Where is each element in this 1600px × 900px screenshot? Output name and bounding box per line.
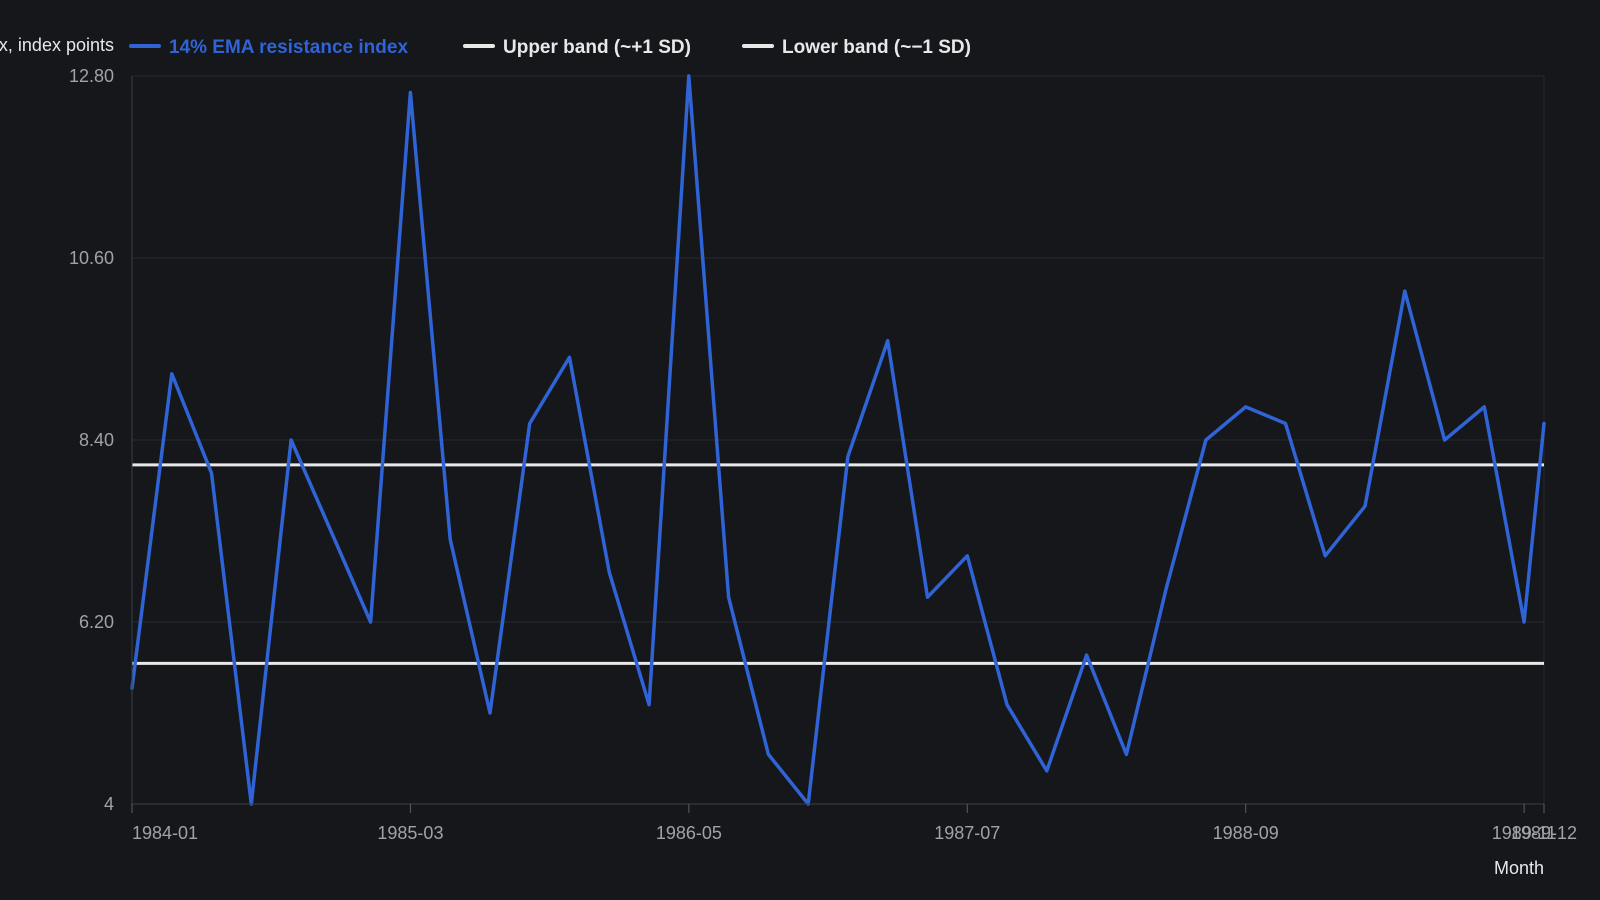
- legend-lower-band: Lower band (~−1 SD): [742, 37, 971, 58]
- legend: 14% EMA resistance index Upper band (~+1 …: [129, 37, 971, 58]
- y-tick-label: 12.80: [69, 66, 114, 86]
- legend-label: 14% EMA resistance index: [169, 37, 408, 58]
- legend-label: Upper band (~+1 SD): [503, 37, 691, 58]
- ema-series-line: [130, 74, 1546, 806]
- series-lines: [130, 74, 1546, 806]
- legend-label: Lower band (~−1 SD): [782, 37, 971, 58]
- x-tick-label: 1989-12: [1511, 823, 1577, 843]
- x-tick-label: 1987-07: [934, 823, 1000, 843]
- axes: 4 6.20 8.40 10.60 12.80 1984-01 1985-03 1986-05…: [0, 35, 1577, 878]
- y-axis-title: Index, index points: [0, 35, 114, 55]
- y-tick-label: 8.40: [79, 430, 114, 450]
- x-tick-label: 1984-01: [132, 823, 198, 843]
- y-tick-label: 6.20: [79, 612, 114, 632]
- grid-lines: [131, 75, 1545, 805]
- legend-ema: 14% EMA resistance index: [129, 37, 408, 58]
- x-tick-label: 1988-09: [1213, 823, 1279, 843]
- legend-upper-band: Upper band (~+1 SD): [463, 37, 691, 58]
- y-tick-label: 10.60: [69, 248, 114, 268]
- x-tick-label: 1985-03: [377, 823, 443, 843]
- x-axis-title: Month: [1494, 858, 1544, 878]
- x-tick-label: 1986-05: [656, 823, 722, 843]
- bands: [132, 463, 1544, 665]
- x-tick-label: 1989-11: [1492, 823, 1557, 843]
- y-tick-label: 4: [104, 794, 114, 814]
